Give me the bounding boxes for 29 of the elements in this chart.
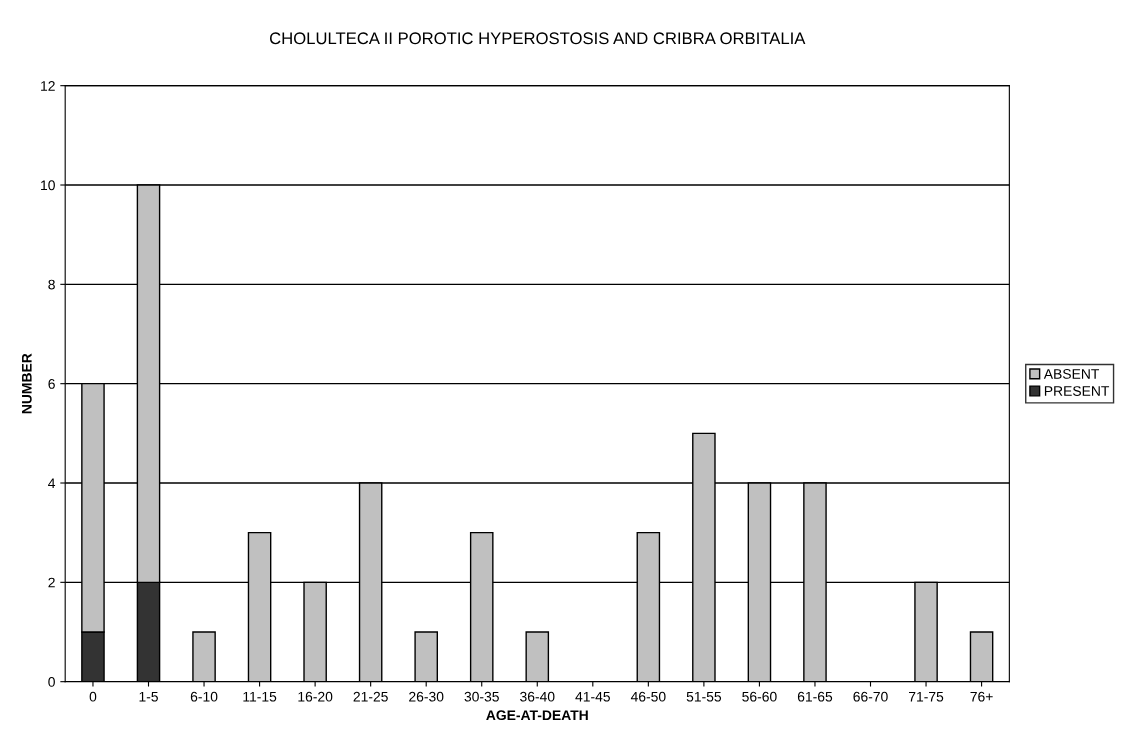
- y-axis-title: NUMBER: [22, 353, 32, 414]
- x-tick-label: 6-10: [190, 691, 218, 702]
- x-axis-title: AGE-AT-DEATH: [486, 710, 588, 721]
- x-tick-label: 26-30: [409, 691, 444, 702]
- y-tick-label: 12: [41, 81, 55, 91]
- x-tick-label: 16-20: [298, 691, 333, 702]
- legend-label: PRESENT: [1044, 386, 1110, 396]
- x-tick-label: 30-35: [464, 691, 499, 702]
- chart-title: CHOLULTECA II POROTIC HYPEROSTOSIS AND CRIBRA ORBITALIA: [269, 32, 806, 45]
- x-tick-label: 71-75: [909, 691, 944, 702]
- x-tick-label: 56-60: [742, 691, 777, 702]
- y-tick-label: 10: [41, 180, 55, 191]
- x-tick-label: 46-50: [630, 691, 666, 702]
- x-tick-label: 66-70: [853, 691, 888, 702]
- x-tick-label: 36-40: [520, 691, 555, 702]
- x-tick-label: 0: [89, 691, 97, 702]
- x-tick-label: 21-25: [353, 691, 388, 702]
- x-tick-label: 61-65: [797, 691, 833, 702]
- x-tick-label: 41-45: [575, 691, 610, 702]
- legend-label: ABSENT: [1043, 369, 1100, 379]
- x-tick-label: 76+: [970, 691, 993, 702]
- x-tick-label: 11-15: [243, 691, 277, 702]
- y-tick-label: 8: [48, 279, 55, 290]
- x-tick-label: 1-5: [139, 691, 158, 702]
- y-tick-label: 2: [48, 577, 55, 588]
- y-tick-label: 4: [48, 478, 56, 489]
- x-tick-label: 51-55: [686, 691, 722, 702]
- y-tick-label: 6: [48, 379, 55, 389]
- y-tick-label: 0: [48, 677, 55, 687]
